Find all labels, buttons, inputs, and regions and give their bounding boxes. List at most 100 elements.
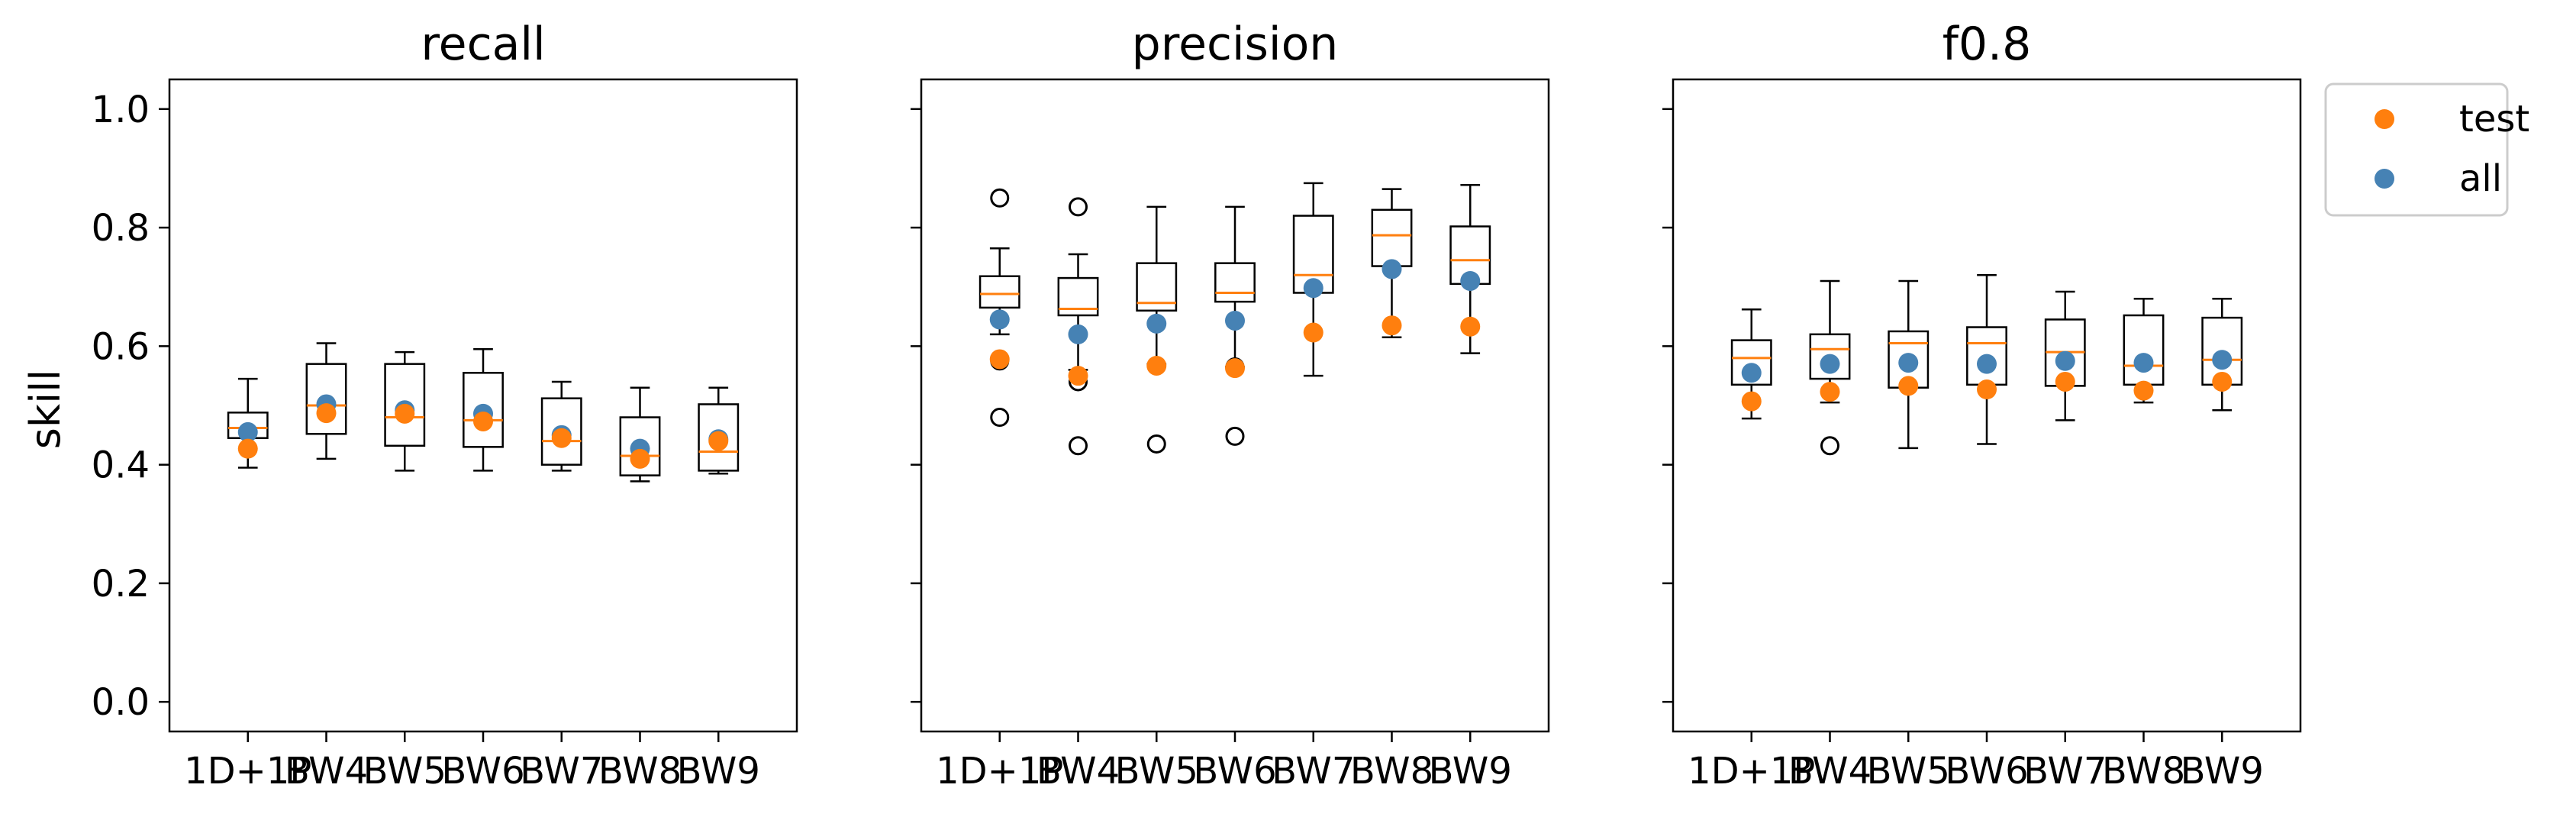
x-tick-label: BW5 (1115, 750, 1198, 793)
box-iqr (1730, 339, 1772, 386)
test-point (1303, 322, 1323, 343)
x-tick-label: BW4 (1037, 750, 1120, 793)
legend: test all (2324, 82, 2529, 217)
box-BW9 (698, 386, 740, 475)
x-tick-label: BW7 (2023, 750, 2107, 793)
x-tick-label: BW7 (520, 750, 603, 793)
x-tick-label: BW6 (1945, 750, 2028, 793)
all-point (2133, 353, 2154, 373)
all-point (1977, 354, 1997, 374)
test-point (630, 448, 650, 469)
all-point (1820, 354, 1840, 374)
legend-all-label: all (2459, 157, 2502, 200)
x-tick-label: BW4 (285, 750, 368, 793)
x-tick-label: BW8 (598, 750, 682, 793)
test-point (2212, 371, 2233, 392)
x-tick-label: BW7 (1272, 750, 1355, 793)
x-tick-label: BW8 (2102, 750, 2185, 793)
all-point (1381, 259, 1402, 279)
panel-title: f0.8 (1942, 18, 2032, 71)
test-point (2133, 380, 2154, 401)
all-point (2055, 350, 2075, 371)
test-point (1381, 315, 1402, 336)
x-tick-label: BW9 (1429, 750, 1512, 793)
test-point (1820, 382, 1840, 402)
x-tick-label: BW9 (677, 750, 760, 793)
test-point (1225, 358, 1245, 379)
test-point (473, 411, 493, 431)
box-iqr (698, 403, 740, 472)
legend-test-label: test (2459, 98, 2529, 140)
panel-title: precision (1132, 18, 1339, 71)
test-point (237, 438, 258, 459)
test-point (1146, 355, 1167, 376)
test-point (1460, 316, 1481, 337)
box-1D+1P (1730, 308, 1772, 420)
y-tick-label: 0.2 (92, 563, 150, 605)
box-iqr (540, 397, 582, 466)
test-point (395, 403, 415, 424)
flier-point (1820, 436, 1839, 456)
all-point (1225, 310, 1245, 331)
box-iqr (1057, 276, 1099, 317)
box-BW5 (384, 350, 426, 472)
all-point (1146, 313, 1167, 334)
box-iqr (1214, 262, 1256, 303)
y-tick-label: 0.8 (92, 207, 150, 250)
x-tick-label: BW6 (441, 750, 524, 793)
test-point (1977, 379, 1997, 400)
legend-test-marker (2374, 109, 2394, 129)
flier-point (990, 188, 1010, 208)
all-point (1741, 363, 1762, 383)
flier-point (1069, 197, 1088, 217)
y-tick-label: 1.0 (92, 89, 150, 131)
box-1D+1P (978, 188, 1020, 428)
test-point (2055, 371, 2075, 392)
all-point (237, 421, 258, 442)
box-iqr (1371, 208, 1413, 267)
x-tick-label: BW9 (2181, 750, 2264, 793)
box-iqr (2123, 314, 2165, 386)
test-point (989, 349, 1010, 370)
all-point (1898, 353, 1919, 373)
y-axis-label: skill (21, 370, 69, 449)
all-point (1068, 324, 1088, 344)
box-iqr (1809, 333, 1851, 380)
box-iqr (463, 372, 504, 448)
y-tick-label: 0.0 (92, 681, 150, 724)
test-point (1898, 376, 1919, 396)
legend-all-marker (2374, 169, 2394, 189)
test-point (708, 431, 729, 451)
all-point (989, 309, 1010, 330)
test-point (316, 403, 337, 424)
box-iqr (1136, 262, 1178, 312)
all-point (2212, 350, 2233, 370)
box-iqr (305, 363, 347, 435)
box-iqr (978, 275, 1020, 309)
x-tick-label: 1D+1P (184, 750, 311, 793)
test-point (1068, 366, 1088, 386)
x-tick-label: BW5 (363, 750, 447, 793)
flier-point (1069, 436, 1088, 456)
box-iqr (384, 363, 426, 447)
axes-frame (920, 78, 1550, 733)
x-tick-label: 1D+1P (936, 750, 1063, 793)
flier-point (1146, 434, 1166, 454)
x-tick-label: BW4 (1788, 750, 1872, 793)
x-tick-label: BW6 (1193, 750, 1276, 793)
y-tick-label: 0.6 (92, 325, 150, 368)
flier-point (1225, 426, 1245, 446)
panel-title: recall (421, 18, 545, 71)
x-tick-label: 1D+1P (1688, 750, 1815, 793)
panel-recall: recall0.00.20.40.60.81.01D+1PBW4BW5BW6BW… (92, 18, 798, 793)
x-tick-label: BW8 (1350, 750, 1433, 793)
box-iqr (619, 416, 661, 476)
y-tick-label: 0.4 (92, 444, 150, 487)
all-point (1460, 270, 1481, 291)
legend-frame (2324, 82, 2509, 217)
all-point (1303, 278, 1323, 299)
test-point (551, 428, 572, 448)
